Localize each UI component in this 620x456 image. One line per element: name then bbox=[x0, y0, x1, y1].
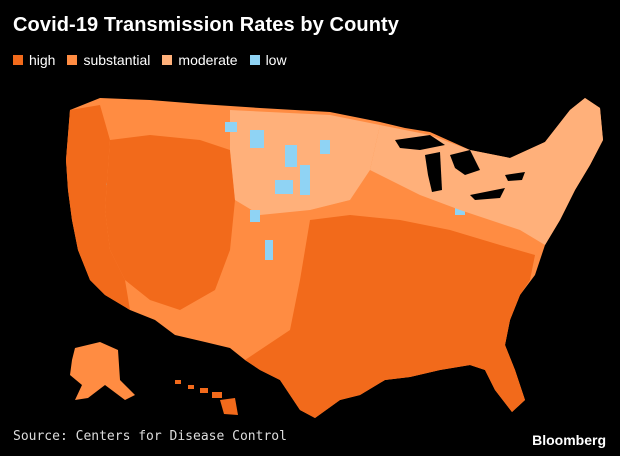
region-west-coast bbox=[66, 105, 130, 310]
region-northeast bbox=[370, 98, 603, 245]
us-county-map bbox=[66, 98, 603, 418]
legend-label-moderate: moderate bbox=[178, 52, 238, 68]
region-northern-plains bbox=[230, 110, 380, 215]
legend-swatch-moderate bbox=[162, 55, 173, 65]
great-lakes bbox=[395, 135, 525, 200]
legend-label-low: low bbox=[265, 52, 287, 68]
region-mountain-west bbox=[105, 135, 235, 310]
legend-label-high: high bbox=[29, 52, 56, 68]
brand-logo: Bloomberg bbox=[532, 432, 606, 448]
legend: high substantial moderate low bbox=[13, 52, 287, 68]
legend-swatch-high bbox=[13, 55, 23, 65]
region-hawaii bbox=[175, 380, 238, 415]
legend-item-high: high bbox=[13, 52, 55, 68]
chart-title: Covid-19 Transmission Rates by County bbox=[13, 14, 400, 36]
legend-label-substantial: substantial bbox=[83, 52, 151, 68]
legend-item-substantial: substantial bbox=[67, 52, 150, 68]
region-south bbox=[245, 215, 535, 418]
legend-item-low: low bbox=[249, 52, 287, 68]
legend-item-moderate: moderate bbox=[162, 52, 238, 68]
region-alaska bbox=[70, 342, 135, 400]
source-note: Source: Centers for Disease Control bbox=[13, 429, 287, 444]
legend-swatch-low bbox=[249, 55, 260, 65]
legend-swatch-substantial bbox=[67, 55, 78, 65]
